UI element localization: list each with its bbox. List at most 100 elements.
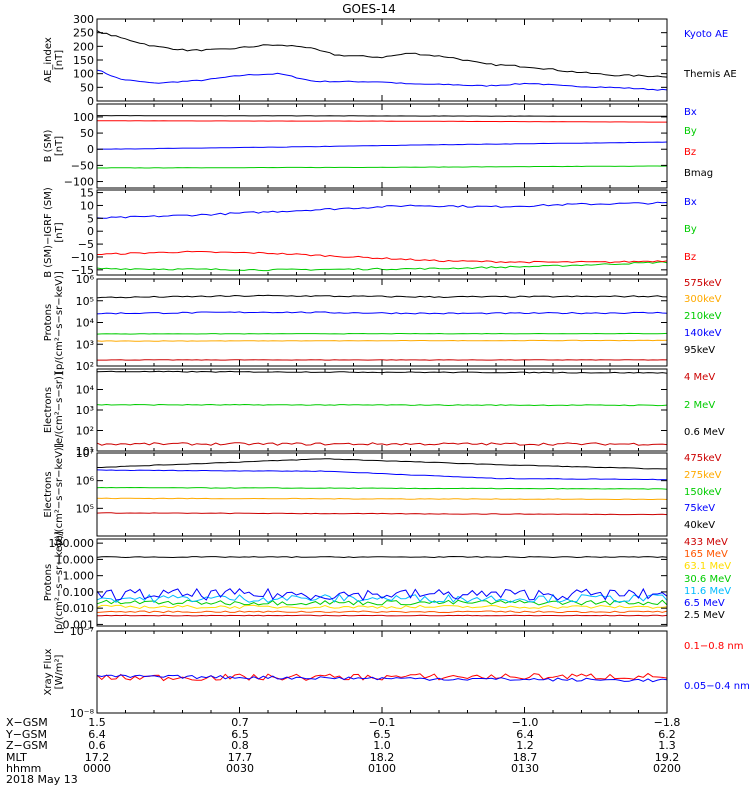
series-6-5-mev (96, 587, 668, 602)
series-by (96, 165, 668, 169)
x-axis-value: 17.2 (85, 751, 110, 764)
legend-0-1-0-8-nm: 0.1−0.8 nm (684, 641, 743, 652)
y-tick-label: −5 (78, 238, 94, 251)
y-tick-label: 10⁵ (76, 295, 94, 308)
legend-210kev: 210keV (684, 311, 722, 322)
panel-protons_hi: 575keV 300keV 210keV 140keV 95keV 10⁶ 10⁵ 10⁴ 10… (43, 271, 722, 374)
y-tick-label: 0.001 (63, 618, 95, 631)
y-tick-label: 100.000 (49, 537, 95, 550)
series-0-1-0-8-nm (96, 672, 668, 682)
y-tick-label: 10⁶ (76, 273, 95, 286)
x-axis-value: 0.7 (231, 716, 249, 729)
x-axis-value: 0200 (653, 762, 681, 775)
series-11-6-mev (96, 593, 668, 604)
panel-frame (96, 452, 668, 537)
y-axis-label: B (SM) (43, 129, 54, 162)
series-bz (97, 120, 667, 123)
y-tick-label: 150 (73, 54, 94, 67)
panel-electrons_kev: 475keV 275keV 150keV 75keV 40keV 10⁷ 10⁶ 10⁵ Ele… (43, 443, 722, 546)
x-axis-value: −1.0 (512, 716, 539, 729)
y-tick-label: 1.000 (63, 570, 95, 583)
y-axis-label: Protons (43, 304, 54, 341)
x-axis-row-label: 2018 May 13 (6, 773, 78, 786)
y-axis-label: [p/(cm²−s−sr−keV)] (54, 531, 65, 634)
legend-2-5-mev: 2.5 MeV (684, 610, 725, 621)
series-bx (96, 201, 668, 219)
y-tick-label: 0.010 (63, 602, 95, 615)
y-tick-label: 10³ (76, 404, 94, 417)
y-axis-label: Electrons (43, 471, 54, 517)
series-475kev (96, 512, 668, 516)
legend-themis-ae: Themis AE (683, 69, 737, 80)
series-0-05-0-4-nm (96, 674, 668, 683)
legend-11-6-mev: 11.6 MeV (684, 586, 731, 597)
y-axis-label: [nT] (54, 50, 65, 70)
y-tick-label: 10⁴ (76, 384, 95, 397)
x-axis-value: 0000 (83, 762, 111, 775)
legend-165-mev: 165 MeV (684, 549, 728, 560)
legend-0-05-0-4-nm: 0.05−0.4 nm (684, 681, 750, 692)
series-kyoto-ae (96, 69, 668, 91)
y-tick-label: 50 (80, 81, 94, 94)
y-axis-label: [e/(cm²−s−sr)] (54, 372, 65, 448)
panel-frame (96, 189, 668, 276)
series-575kev (97, 359, 668, 361)
y-axis-label: B (SM)−IGRF (SM) (43, 187, 54, 278)
x-axis-row-label: hhmm (6, 762, 41, 775)
x-axis-row-label: Y−GSM (5, 728, 47, 741)
x-axis-row-label: Z−GSM (6, 739, 48, 752)
legend-275kev: 275keV (684, 470, 722, 481)
series-30-6-mev (96, 599, 668, 606)
y-axis-label: AE_index (43, 37, 54, 83)
y-tick-label: 0.100 (63, 586, 95, 599)
x-axis-value: 6.5 (373, 728, 391, 741)
legend-40kev: 40keV (684, 520, 715, 531)
y-tick-label: 10² (76, 360, 94, 373)
y-tick-label: 200 (73, 40, 94, 53)
x-axis-row-label: X−GSM (6, 716, 48, 729)
series-165-mev (96, 610, 668, 614)
legend-by: By (684, 224, 697, 235)
y-tick-label: 300 (73, 13, 94, 26)
y-tick-label: 250 (73, 27, 94, 40)
series-2-mev (96, 403, 668, 407)
x-axis-row-label: MLT (6, 751, 27, 764)
legend-bz: Bz (684, 147, 696, 158)
x-axis-value: 1.3 (658, 739, 676, 752)
y-tick-label: 10³ (76, 338, 94, 351)
y-tick-label: 100 (73, 68, 94, 81)
legend-bx: Bx (684, 107, 697, 118)
panel-frame (96, 18, 668, 102)
y-tick-label: 10 (80, 199, 94, 212)
x-axis-value: 6.5 (231, 728, 249, 741)
legend-0-6-mev: 0.6 MeV (684, 427, 725, 438)
panel-frame (96, 278, 668, 367)
legend-2-mev: 2 MeV (684, 400, 715, 411)
y-tick-label: −100 (64, 176, 94, 189)
y-axis-label: [e/(cm²−s−sr−keV)] (54, 443, 65, 546)
series-63-1-mev (96, 604, 668, 610)
y-tick-label: 0 (87, 143, 94, 156)
series-2-5-mev (96, 555, 668, 559)
y-tick-label: 5 (87, 212, 94, 225)
legend-4-mev: 4 MeV (684, 372, 715, 383)
y-axis-label: [p/(cm²−s−sr−keV)] (54, 271, 65, 374)
panel-b_sm: Bx By Bz Bmag 100 50 0 −50 −100 B (SM) [nT] (43, 103, 713, 189)
legend-bmag: Bmag (684, 168, 713, 179)
x-axis-value: 1.0 (373, 739, 391, 752)
y-tick-label: 10⁷ (76, 447, 94, 460)
series-300kev (96, 339, 668, 342)
y-tick-label: −15 (71, 264, 94, 277)
y-axis-label: Electrons (43, 387, 54, 433)
y-tick-label: 10.000 (56, 553, 95, 566)
legend-kyoto-ae: Kyoto AE (684, 29, 728, 40)
y-axis-label: Xray Flux (43, 648, 54, 695)
plot-title: GOES-14 (342, 2, 396, 16)
x-axis-value: −1.8 (654, 716, 681, 729)
y-axis-label: [W/m²] (54, 654, 65, 689)
legend-300kev: 300keV (684, 294, 722, 305)
series-275kev (96, 497, 668, 501)
